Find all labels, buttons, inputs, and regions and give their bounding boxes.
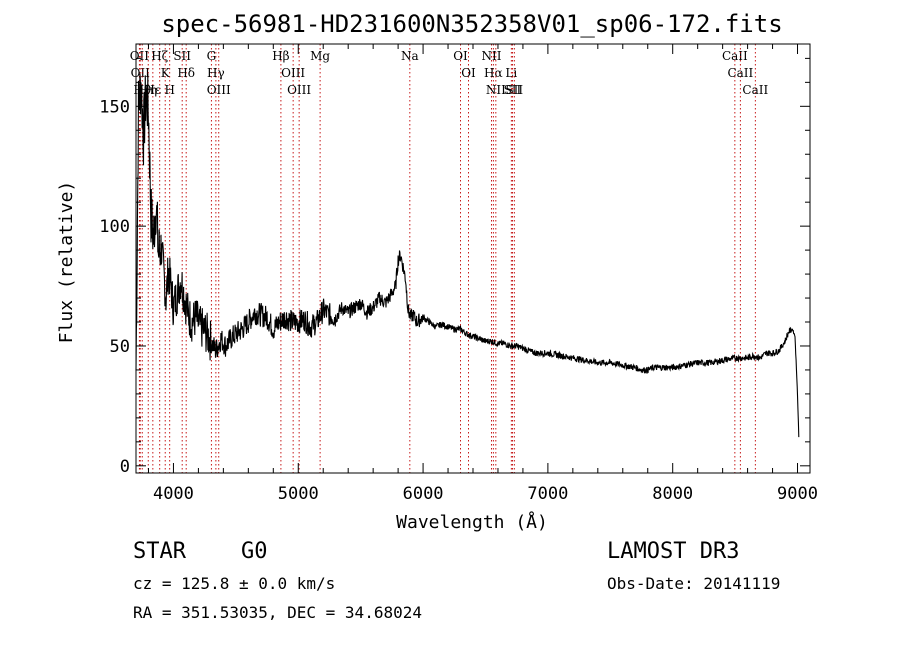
spectral-line-label: Hβ: [272, 49, 289, 63]
ra-dec: RA = 351.53035, DEC = 34.68024: [133, 603, 422, 622]
spectral-line-label: OIII: [287, 83, 311, 97]
spectral-line-label: Hγ: [207, 66, 225, 80]
line-annotations: OIIOIIHθHηHεHζKHSIIHδGHγOIIIHβOIIIOIIIMg…: [130, 44, 768, 473]
x-tick-label: 4000: [153, 484, 194, 504]
spectral-line-label: Hε: [145, 83, 162, 97]
plot-frame: [135, 43, 811, 474]
spectral-line-label: Mg: [310, 49, 330, 63]
spectral-line-label: H: [164, 83, 174, 97]
spectral-line-label: NII: [486, 83, 506, 97]
spectral-line-label: OIII: [281, 66, 305, 80]
x-tick-label: 6000: [403, 484, 444, 504]
y-tick-label: 100: [99, 217, 130, 237]
x-tick-label: 5000: [278, 484, 319, 504]
y-tick-label: 150: [99, 97, 130, 117]
spectrum-plot: spec-56981-HD231600N352358V01_sp06-172.f…: [56, 10, 818, 533]
spectrum-line: [135, 73, 800, 438]
redshift-cz: cz = 125.8 ± 0.0 km/s: [133, 574, 336, 593]
spectral-line-label: SII: [505, 83, 523, 97]
spectral-line-label: K: [161, 66, 171, 80]
spectral-line-label: OIII: [207, 83, 231, 97]
object-subclass: G0: [241, 539, 268, 564]
survey-name: LAMOST DR3: [607, 539, 740, 564]
x-tick-label: 8000: [652, 484, 693, 504]
spectral-line-label: Hδ: [177, 66, 195, 80]
chart-title: spec-56981-HD231600N352358V01_sp06-172.f…: [161, 10, 782, 38]
spectral-line-label: OII: [130, 49, 150, 63]
spectral-line-label: Hα: [484, 66, 503, 80]
object-class: STAR: [133, 539, 186, 564]
y-tick-label: 50: [110, 337, 130, 357]
x-axis-label: Wavelength (Å): [396, 511, 548, 533]
spectral-line-label: NII: [481, 49, 501, 63]
y-axis-label: Flux (relative): [56, 181, 77, 344]
spectral-line-label: SII: [173, 49, 191, 63]
spectral-line-label: CaII: [727, 66, 753, 80]
x-tick-label: 9000: [777, 484, 818, 504]
spectral-line-label: Li: [505, 66, 517, 80]
spectral-line-label: G: [207, 49, 217, 63]
x-tick-label: 7000: [527, 484, 568, 504]
spectral-line-label: OI: [453, 49, 468, 63]
spectral-line-label: Na: [401, 49, 419, 63]
spectral-line-label: OI: [461, 66, 476, 80]
spectral-line-label: CaII: [722, 49, 748, 63]
observation-date: Obs-Date: 20141119: [607, 574, 781, 593]
y-tick-label: 0: [120, 457, 130, 477]
spectral-line-label: CaII: [742, 83, 768, 97]
axis-ticks: 4000 5000 6000 7000 8000 9000 0 50 100 150: [99, 44, 818, 504]
spectral-line-label: Hζ: [151, 49, 168, 63]
spectral-line-label: SII: [504, 83, 522, 97]
